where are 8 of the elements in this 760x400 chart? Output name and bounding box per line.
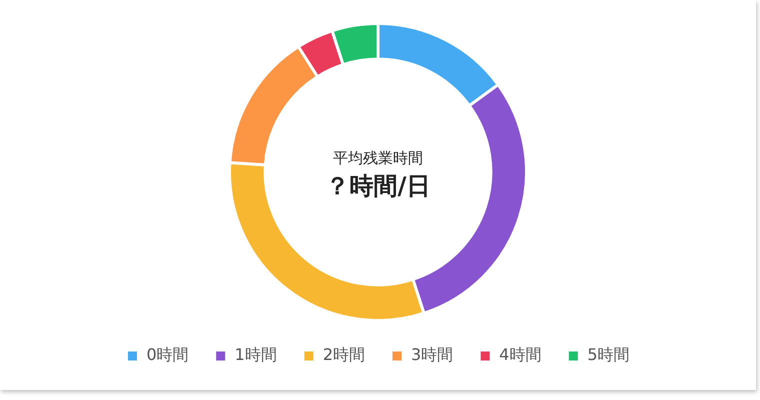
legend-label: 5時間 [587, 345, 630, 364]
legend-label: 0時間 [146, 345, 189, 364]
legend-label: 4時間 [499, 345, 542, 364]
legend-label: 2時間 [322, 345, 366, 364]
text: ？時間/日 [326, 172, 430, 200]
text: 平均残業時間 [333, 148, 423, 167]
legend-label: 3時間 [411, 345, 454, 364]
legend-label: 1時間 [234, 345, 277, 364]
